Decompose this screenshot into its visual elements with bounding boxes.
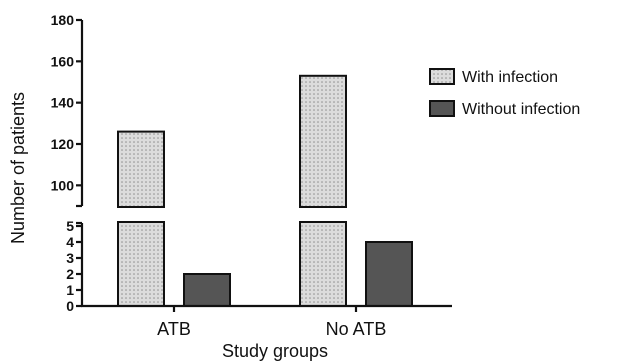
- legend: With infection Without infection: [429, 68, 580, 118]
- bar-break-gap: [116, 208, 166, 221]
- y-tick-label: 0: [66, 298, 74, 314]
- y-axis-title: Number of patients: [8, 92, 28, 244]
- y-tick-label: 120: [51, 136, 75, 152]
- legend-label: With infection: [462, 69, 558, 86]
- y-tick-label: 5: [66, 218, 74, 234]
- category-labels-group: ATB No ATB: [157, 306, 386, 339]
- bar-with-infection-1-upper: [117, 130, 165, 209]
- y-tick-label: 2: [66, 266, 74, 282]
- y-tick-label: 100: [51, 177, 75, 193]
- bar-without-infection-2: [365, 241, 413, 307]
- x-category-label: No ATB: [326, 319, 387, 339]
- y-tick-label: 140: [51, 95, 75, 111]
- legend-swatch: [429, 100, 455, 117]
- bar-without-infection-1: [183, 273, 231, 307]
- y-tick-label: 180: [51, 12, 75, 28]
- x-axis-title: Study groups: [222, 341, 328, 361]
- legend-swatch: [429, 68, 455, 85]
- axes-group: [76, 20, 452, 308]
- y-tick-label: 3: [66, 250, 74, 266]
- y-tick-label: 160: [51, 53, 75, 69]
- y-tick-label: 1: [66, 282, 74, 298]
- bar-with-infection-1-lower: [117, 221, 165, 307]
- legend-label: Without infection: [462, 101, 580, 118]
- bar-with-infection-2-lower: [299, 221, 347, 307]
- x-category-label: ATB: [157, 319, 191, 339]
- bar-break-gap: [298, 208, 348, 221]
- bars-group: [116, 74, 413, 307]
- y-tick-label: 4: [66, 234, 74, 250]
- bar-with-infection-2-upper: [299, 74, 347, 208]
